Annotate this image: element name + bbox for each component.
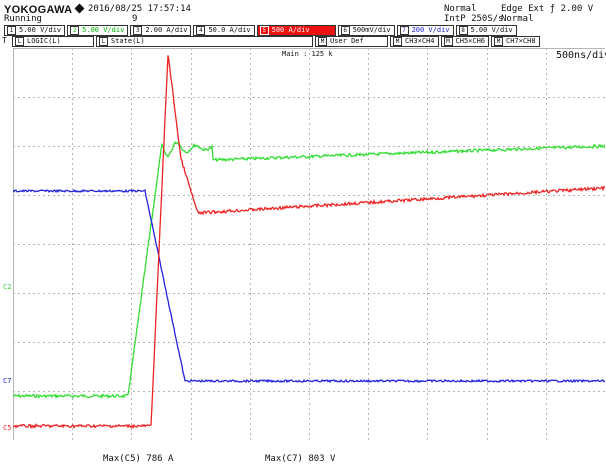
channel-label: CH5×CH6 (455, 37, 486, 45)
channel-label: 500 A/div (271, 26, 310, 34)
main-record-length: Main : 125 k (282, 50, 333, 58)
math3-box[interactable]: M CH5×CH6 (440, 36, 490, 47)
channel-number: M (443, 37, 453, 46)
logic-box[interactable]: L LOGIC(L) (12, 36, 94, 47)
measurement-max-c7: Max(C7) 803 V (265, 454, 336, 464)
channel-number: L (15, 37, 24, 46)
run-status: Running (4, 14, 42, 24)
channel-label: 5.00 V/div (82, 26, 125, 34)
channel-label: LOGIC(L) (27, 37, 61, 45)
channel-label: CH7×CH8 (506, 37, 536, 45)
trigger-mode: Normal (501, 14, 534, 24)
channel-number: 7 (399, 26, 409, 35)
channel-1-box[interactable]: 1 5.00 V/div (4, 25, 66, 36)
channel-5-box[interactable]: 5 500 A/div (256, 25, 336, 36)
channel-label: 2.00 A/div (145, 26, 188, 34)
red-level-marker[interactable]: C5 (3, 424, 12, 432)
channel-2-box[interactable]: 2 5.00 V/div (67, 25, 129, 36)
math1-box[interactable]: M User Def (315, 36, 388, 47)
sample-rate: IntP 250S/s (444, 14, 504, 24)
trigger-setting: Edge Ext ƒ 2.00 V (501, 4, 594, 14)
channel-label: User Def (330, 37, 364, 45)
state-box[interactable]: L State(L) (96, 36, 313, 47)
channel-green-trace (13, 140, 605, 400)
channel-label: 500mV/div (352, 26, 391, 34)
channel-number: L (99, 37, 108, 46)
diamond-icon (74, 3, 85, 14)
channel-label: 5.00 V/div (19, 26, 62, 34)
channel-label: CH3×CH4 (405, 37, 435, 45)
brand-logo: YOKOGAWA (4, 3, 85, 16)
channel-blue-trace (13, 188, 605, 384)
channel-number: M (494, 37, 504, 46)
channel-8-box[interactable]: 8 5.00 V/div (455, 25, 517, 36)
channel-label: State(L) (111, 37, 145, 45)
channel-number: 1 (7, 26, 16, 35)
channel-number: 8 (458, 26, 468, 35)
channel-label: 50.0 A/div (208, 26, 251, 34)
channel-number: 5 (259, 26, 269, 35)
channel-7-box[interactable]: 7 200 V/div (396, 25, 454, 36)
channel-number: 4 (196, 26, 206, 35)
channel-4-box[interactable]: 4 50.0 A/div (193, 25, 255, 36)
blue-level-marker[interactable]: C7 (3, 377, 12, 385)
green-level-marker[interactable]: C2 (3, 283, 12, 291)
channel-label: 5.00 V/div (470, 26, 513, 34)
channel-number: M (393, 37, 402, 46)
channel-label: 200 V/div (411, 26, 450, 34)
trigger-position-label: T (2, 36, 7, 45)
channel-number: 2 (70, 26, 80, 35)
math2-box[interactable]: M CH3×CH4 (390, 36, 439, 47)
channel-number: M (318, 37, 327, 46)
channel-row-2: L LOGIC(L) L State(L) M User Def M CH3×CH4 M… (12, 36, 542, 47)
acq-count: 9 (132, 14, 138, 24)
measurement-max-c5: Max(C5) 786 A (103, 454, 174, 464)
channel-row-1: 1 5.00 V/div 2 5.00 V/div 3 2.00 A/div 4 50.… (4, 25, 519, 36)
channel-number: 3 (133, 26, 143, 35)
datetime: 2016/08/25 17:57:14 (88, 4, 191, 14)
channel-6-box[interactable]: 6 500mV/div (337, 25, 395, 36)
time-per-div: 500ns/div (556, 50, 606, 61)
channel-number: 6 (340, 26, 350, 35)
acq-mode: Normal (444, 4, 477, 14)
channel-red-trace (13, 55, 605, 430)
brand-text: YOKOGAWA (4, 4, 73, 16)
channel-3-box[interactable]: 3 2.00 A/div (130, 25, 192, 36)
math4-box[interactable]: M CH7×CH8 (491, 36, 540, 47)
waveform-display[interactable] (13, 48, 605, 440)
